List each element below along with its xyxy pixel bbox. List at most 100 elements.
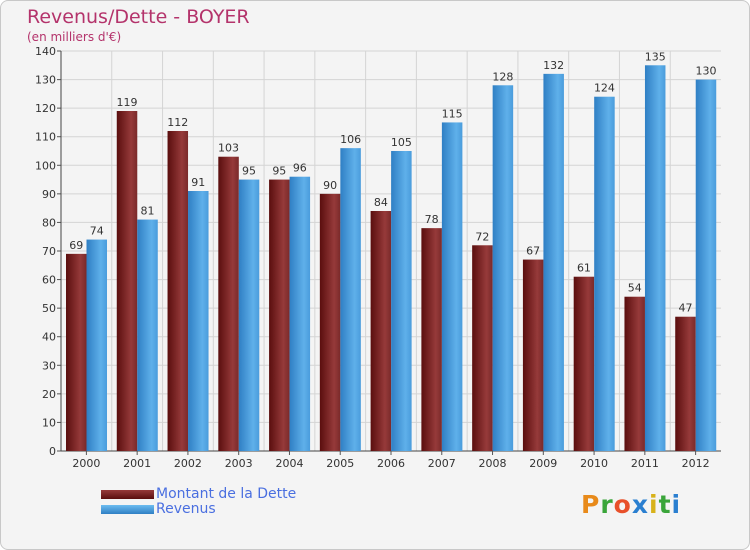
bar-revenus [238,179,260,452]
bars [66,65,717,452]
data-label-dette: 69 [69,239,83,252]
data-label-dette: 119 [117,96,138,109]
data-label-revenus: 96 [293,162,307,175]
x-tick-label: 2000 [72,457,100,470]
data-label-dette: 61 [577,262,591,275]
data-label-dette: 47 [678,302,692,315]
legend-swatch-revenus [101,505,154,514]
legend-label-revenus: Revenus [156,501,216,517]
data-label-revenus: 128 [492,70,513,83]
x-tick-label: 2003 [225,457,253,470]
bar-dette [624,296,645,451]
data-label-revenus: 106 [340,133,361,146]
y-tick-label: 130 [35,74,56,87]
data-label-dette: 84 [374,196,388,209]
x-tick-label: 2001 [123,457,151,470]
y-tick-label: 0 [49,445,56,458]
data-label-dette: 72 [475,230,489,243]
chart-subtitle: (en milliers d'€) [27,30,122,44]
bar-revenus [289,176,311,451]
y-tick-label: 20 [42,388,56,401]
y-tick-label: 90 [42,188,56,201]
bar-revenus [644,65,666,452]
x-tick-label: 2005 [326,457,354,470]
bar-dette [319,193,341,451]
bar-dette [573,276,595,451]
x-tick-label: 2010 [580,457,608,470]
logo-letter: r [600,490,614,519]
data-label-dette: 103 [218,142,239,155]
data-label-revenus: 74 [90,225,104,238]
y-tick-label: 140 [35,45,56,58]
legend-item-revenus: Revenus [101,502,296,517]
x-tick-label: 2009 [529,457,557,470]
logo-letter: o [613,490,632,519]
data-label-revenus: 81 [141,205,155,218]
legend-label-dette: Montant de la Dette [156,486,297,502]
bar-revenus [543,73,564,451]
y-tick-label: 110 [35,131,56,144]
x-tick-label: 2002 [174,457,202,470]
y-tick-label: 100 [35,159,56,172]
bar-revenus [188,191,209,451]
bar-revenus [391,151,412,451]
y-tick-label: 40 [42,331,56,344]
bar-revenus [137,219,158,451]
y-tick-label: 30 [42,359,56,372]
y-tick-label: 60 [42,274,56,287]
logo-letter: i [671,490,682,519]
chart-title: Revenus/Dette - BOYER [27,6,250,28]
y-tick-label: 80 [42,216,56,229]
proxiti-logo: Proxiti [581,490,681,519]
data-label-dette: 112 [167,116,188,129]
bar-revenus [594,96,615,451]
bar-dette [269,179,290,452]
bar-dette [675,316,696,451]
logo-letter: t [658,490,672,519]
bar-dette [472,245,493,451]
data-label-revenus: 91 [191,176,205,189]
bar-dette [218,156,239,451]
y-tick-label: 70 [42,245,56,258]
bar-dette [167,131,189,451]
y-tick-label: 10 [42,416,56,429]
logo-letter: x [631,490,649,519]
data-label-dette: 90 [323,179,337,192]
bar-revenus [441,122,463,451]
x-tick-label: 2006 [377,457,405,470]
data-label-revenus: 124 [594,82,615,95]
bar-revenus [492,85,514,452]
data-label-revenus: 135 [645,50,666,63]
legend: Montant de la Dette Revenus [101,487,296,517]
data-label-revenus: 95 [242,165,256,178]
bar-dette [116,111,138,451]
x-tick-label: 2008 [479,457,507,470]
bar-dette [370,211,392,451]
bar-dette [66,253,87,451]
data-label-revenus: 115 [442,107,463,120]
data-label-dette: 95 [272,165,286,178]
x-tick-label: 2012 [682,457,710,470]
legend-swatch-dette [101,490,154,499]
x-tick-label: 2011 [631,457,659,470]
x-tick-label: 2004 [275,457,303,470]
logo-letter: i [649,490,659,519]
bar-revenus [695,79,717,452]
legend-item-dette: Montant de la Dette [101,487,296,502]
data-label-revenus: 105 [391,136,412,149]
data-label-dette: 67 [526,245,540,258]
bar-dette [421,228,442,451]
data-label-revenus: 130 [695,65,716,78]
y-tick-label: 120 [35,102,56,115]
data-label-dette: 78 [425,213,439,226]
bar-dette [522,259,544,451]
bar-revenus [86,239,107,451]
data-label-revenus: 132 [543,59,564,72]
y-tick-label: 50 [42,302,56,315]
data-label-dette: 54 [628,282,642,295]
logo-letter: P [581,490,601,519]
bar-revenus [340,148,361,451]
